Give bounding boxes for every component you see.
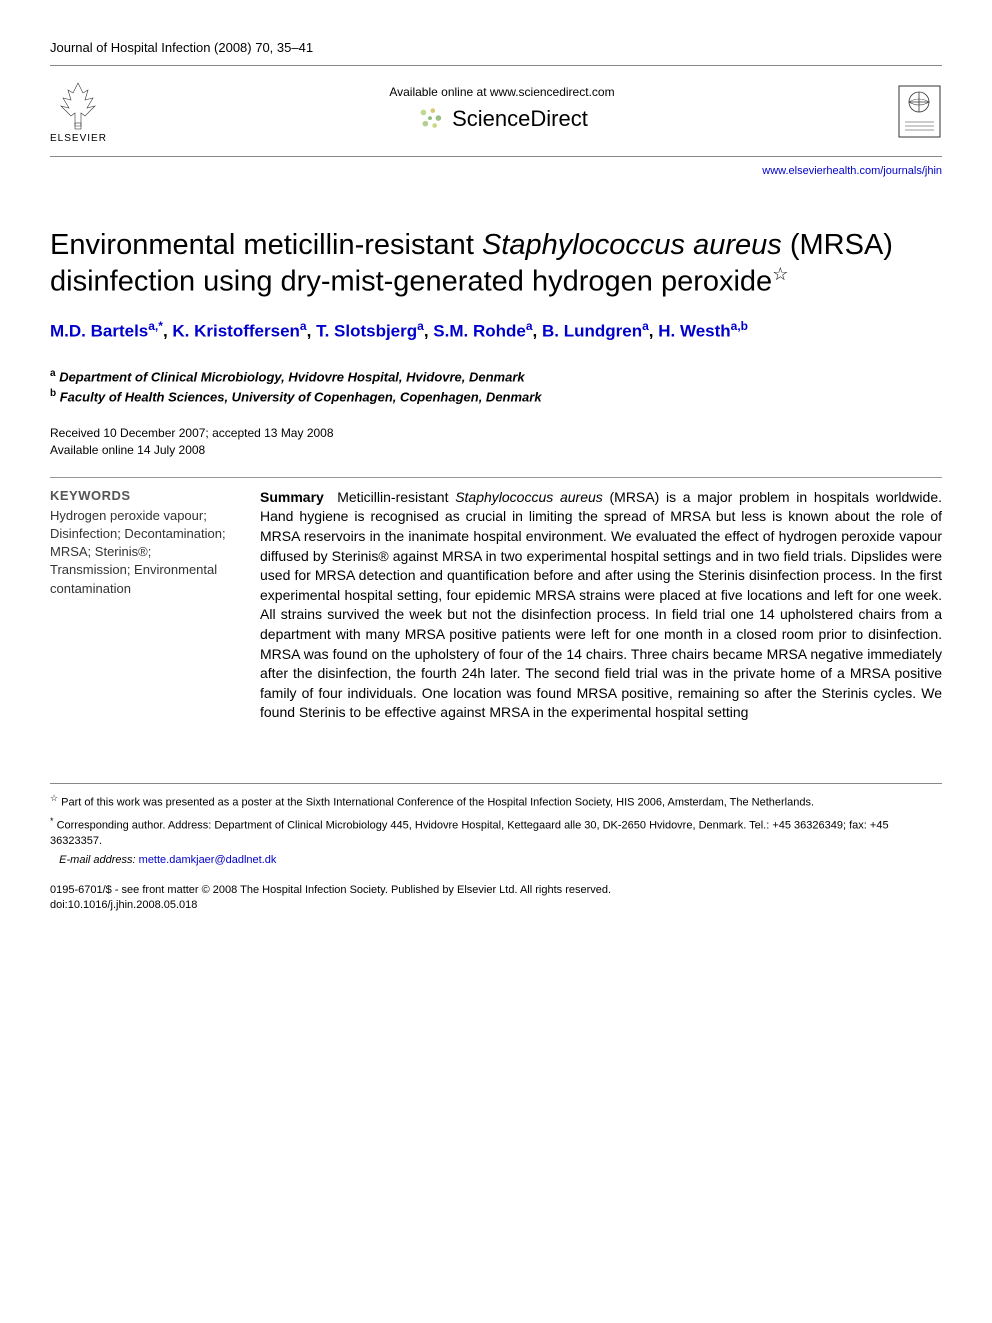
authors-list: M.D. Bartelsa,*, K. Kristoffersena, T. S… [50, 318, 942, 343]
summary-block: Summary Meticillin-resistant Staphylococ… [260, 488, 942, 723]
sciencedirect-logo: ScienceDirect [416, 105, 588, 133]
affil-text-1: Faculty of Health Sciences, University o… [60, 390, 542, 405]
journal-url-link[interactable]: www.elsevierhealth.com/journals/jhin [50, 165, 942, 177]
content-row: KEYWORDS Hydrogen peroxide vapour; Disin… [50, 477, 942, 723]
affiliation-0: a Department of Clinical Microbiology, H… [50, 366, 942, 387]
elsevier-logo: ELSEVIER [50, 78, 107, 144]
copyright-line1: 0195-6701/$ - see front matter © 2008 Th… [50, 883, 942, 898]
affiliation-1: b Faculty of Health Sciences, University… [50, 386, 942, 407]
author-sup-4: a [642, 319, 649, 333]
email-label: E-mail address: [59, 854, 135, 866]
article-dates: Received 10 December 2007; accepted 13 M… [50, 425, 942, 459]
article-title: Environmental meticillin-resistant Staph… [50, 227, 942, 300]
footnote-star: ☆ Part of this work was presented as a p… [50, 792, 942, 812]
author-sup-1: a [300, 319, 307, 333]
elsevier-label: ELSEVIER [50, 133, 107, 144]
author-sup-2: a [417, 319, 424, 333]
author-sup-5: a,b [731, 319, 748, 333]
email-link[interactable]: mette.damkjaer@dadlnet.dk [139, 854, 277, 866]
author-link-3[interactable]: S.M. Rohde [433, 322, 526, 341]
footnote-star-text: Part of this work was presented as a pos… [61, 797, 814, 809]
affil-sup-1: b [50, 388, 56, 399]
affil-text-0: Department of Clinical Microbiology, Hvi… [59, 369, 524, 384]
sciencedirect-text: ScienceDirect [452, 106, 588, 132]
footnote-asterisk-icon: * [50, 816, 54, 826]
affiliations: a Department of Clinical Microbiology, H… [50, 366, 942, 408]
summary-label: Summary [260, 489, 324, 505]
author-link-5[interactable]: H. Westh [658, 322, 730, 341]
footnotes: ☆ Part of this work was presented as a p… [50, 783, 942, 869]
author-link-2[interactable]: T. Slotsbjerg [316, 322, 417, 341]
journal-logo-icon [897, 84, 942, 139]
author-link-0[interactable]: M.D. Bartels [50, 322, 148, 341]
author-sup-3: a [526, 319, 533, 333]
title-star: ☆ [772, 264, 788, 284]
keywords-title: KEYWORDS [50, 488, 230, 503]
summary-italic: Staphylococcus aureus [455, 489, 603, 505]
title-part1: Environmental meticillin-resistant [50, 229, 482, 261]
keywords-box: KEYWORDS Hydrogen peroxide vapour; Disin… [50, 488, 230, 723]
sciencedirect-swirl-icon [416, 105, 444, 133]
affil-sup-0: a [50, 368, 56, 379]
sciencedirect-block: Available online at www.sciencedirect.co… [107, 85, 897, 138]
summary-before-italic: Meticillin-resistant [337, 489, 455, 505]
copyright-block: 0195-6701/$ - see front matter © 2008 Th… [50, 883, 942, 914]
journal-logo-block [897, 84, 942, 139]
author-link-1[interactable]: K. Kristoffersen [172, 322, 300, 341]
keywords-list: Hydrogen peroxide vapour; Disinfection; … [50, 507, 230, 598]
title-italic: Staphylococcus aureus [482, 229, 782, 261]
summary-after-italic: (MRSA) is a major problem in hospitals w… [260, 489, 942, 721]
received-date: Received 10 December 2007; accepted 13 M… [50, 425, 942, 442]
footnote-star-icon: ☆ [50, 793, 58, 803]
journal-citation: Journal of Hospital Infection (2008) 70,… [50, 40, 942, 55]
elsevier-tree-icon [53, 78, 103, 133]
footnote-corresponding: * Corresponding author. Address: Departm… [50, 815, 942, 851]
author-sup-0: a,* [148, 319, 163, 333]
footnote-corresponding-text: Corresponding author. Address: Departmen… [50, 819, 889, 847]
available-online-text: Available online at www.sciencedirect.co… [107, 85, 897, 99]
publisher-bar: ELSEVIER Available online at www.science… [50, 65, 942, 157]
online-date: Available online 14 July 2008 [50, 442, 942, 459]
author-link-4[interactable]: B. Lundgren [542, 322, 642, 341]
footnote-email: E-mail address: mette.damkjaer@dadlnet.d… [50, 853, 942, 869]
copyright-doi: doi:10.1016/j.jhin.2008.05.018 [50, 898, 942, 913]
